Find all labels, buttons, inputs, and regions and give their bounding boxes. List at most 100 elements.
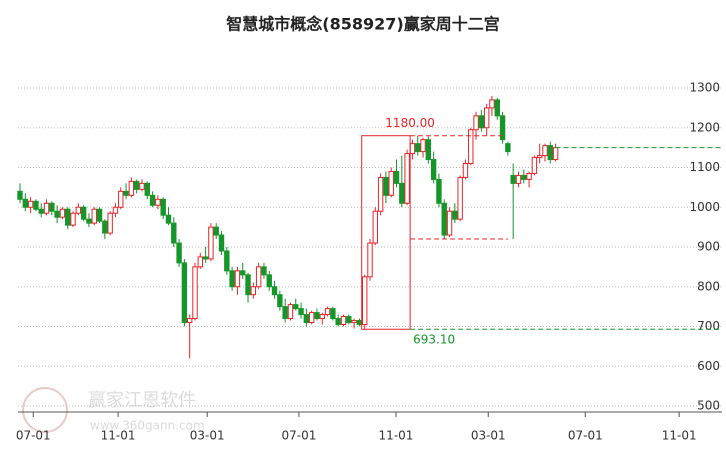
candle-body: [149, 194, 156, 206]
candle-body: [335, 318, 341, 326]
candle-body: [446, 210, 453, 236]
candle-body: [505, 143, 511, 153]
y-tick-label: 1300: [689, 81, 720, 95]
candle-body: [261, 266, 267, 276]
candle-body: [229, 270, 235, 288]
x-tick-label: 07-01: [568, 429, 603, 443]
candle-body: [80, 206, 87, 220]
candle-body: [531, 157, 538, 174]
candle-body: [415, 143, 421, 153]
candle-body: [123, 190, 129, 196]
candle-body: [483, 107, 490, 129]
candle-body: [17, 190, 23, 200]
candle-body: [542, 145, 548, 157]
x-tick-label: 07-01: [16, 429, 51, 443]
candle-body: [59, 208, 66, 218]
candle-body: [218, 234, 225, 252]
low-label: 693.10: [413, 333, 455, 347]
candle-body: [43, 202, 50, 214]
candle-body: [425, 139, 432, 161]
range-box: [361, 135, 411, 330]
candle-body: [536, 155, 543, 159]
candle-body: [255, 266, 262, 288]
x-tick-label: 03-01: [471, 429, 506, 443]
candle-body: [452, 210, 458, 220]
candle-body: [367, 242, 373, 278]
chart-title: 智慧城市概念(858927)赢家周十二宫: [226, 15, 499, 34]
candle-body: [118, 190, 124, 208]
candle-body: [49, 202, 55, 212]
candle-body: [186, 318, 193, 324]
candle-body: [27, 200, 34, 208]
watermark-text: 赢家江恩软件: [88, 389, 196, 411]
candle-body: [499, 115, 506, 141]
candle-body: [176, 242, 182, 264]
candle-body: [404, 153, 410, 204]
candle-body: [96, 208, 103, 222]
candle-body: [240, 270, 246, 276]
y-tick-label: 1000: [689, 200, 720, 214]
candle-body: [515, 174, 522, 184]
candle-body: [171, 222, 177, 244]
candle-body: [388, 170, 394, 196]
candle-body: [102, 220, 108, 234]
candle-body: [38, 208, 44, 214]
candle-body: [54, 210, 60, 218]
candle-body: [361, 276, 368, 326]
candle-body: [547, 145, 554, 161]
watermark-url: www.360gann.com: [90, 419, 205, 433]
candle-body: [319, 314, 325, 320]
candle-body: [436, 178, 442, 204]
candle-body: [552, 147, 559, 161]
high-label: 1180.00: [385, 116, 435, 130]
candle-body: [86, 218, 92, 224]
x-tick-label: 11-01: [101, 429, 136, 443]
candle-body: [165, 214, 172, 224]
y-tick-label: 1100: [689, 160, 720, 174]
candle-body: [245, 274, 251, 296]
x-tick-label: 11-01: [662, 429, 697, 443]
candle-body: [462, 163, 469, 178]
candle-body: [181, 262, 188, 324]
candle-body: [356, 320, 363, 326]
candle-body: [202, 256, 209, 260]
y-tick-label: 900: [697, 240, 720, 254]
candle-body: [372, 210, 379, 244]
candle-body: [160, 198, 166, 216]
candle-body: [22, 198, 29, 208]
candle-body: [346, 316, 352, 324]
candle-body: [324, 308, 331, 316]
candle-body: [420, 139, 426, 153]
candle-body: [526, 172, 532, 180]
x-tick-label: 07-01: [282, 429, 317, 443]
candle-body: [308, 312, 315, 324]
candle-body: [213, 226, 219, 236]
candle-body: [430, 159, 437, 180]
candle-body: [510, 174, 516, 184]
candle-body: [133, 180, 140, 190]
candle-body: [383, 176, 389, 196]
candle-body: [224, 250, 230, 272]
candle-body: [521, 174, 527, 180]
candle-body: [393, 170, 400, 184]
candle-body: [494, 99, 500, 117]
candle-body: [70, 212, 76, 226]
candle-body: [473, 115, 479, 131]
y-tick-label: 800: [697, 279, 720, 293]
x-tick-label: 03-01: [190, 429, 225, 443]
candle-body: [340, 316, 347, 326]
candle-body: [271, 286, 278, 296]
y-tick-label: 500: [697, 399, 720, 413]
candle-body: [250, 286, 257, 296]
candle-body: [330, 308, 336, 320]
candle-body: [197, 256, 204, 268]
y-tick-label: 700: [697, 319, 720, 333]
candle-body: [266, 274, 272, 288]
candle-body: [314, 312, 320, 320]
candle-body: [489, 99, 495, 109]
candle-body: [468, 129, 474, 165]
y-tick-label: 600: [697, 359, 720, 373]
watermark-logo: [22, 387, 68, 433]
